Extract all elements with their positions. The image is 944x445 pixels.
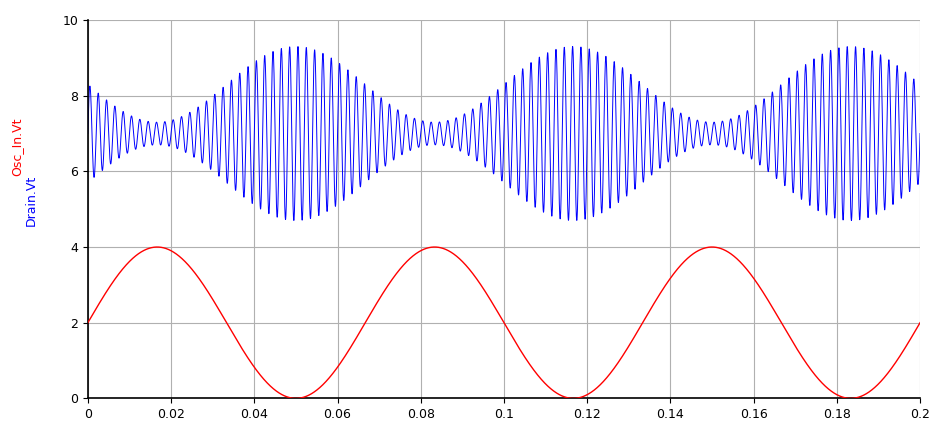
Text: Osc_In.Vt: Osc_In.Vt	[10, 117, 24, 176]
Text: Drain.Vt: Drain.Vt	[25, 174, 38, 226]
